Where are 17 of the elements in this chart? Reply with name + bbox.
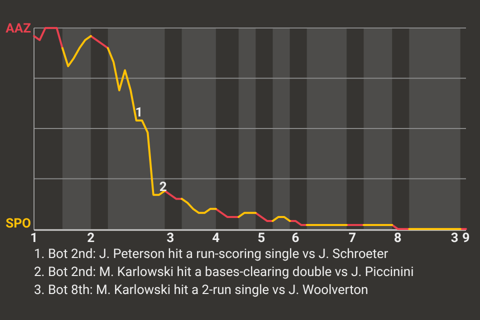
x-tick-label: 6 [292, 231, 300, 246]
x-tick-label: 2 [87, 231, 95, 246]
text: AAZ [6, 22, 32, 37]
x-tick-label: 4 [212, 231, 220, 246]
x-tick-label: 7 [348, 231, 356, 246]
annotation: 2 [159, 180, 167, 195]
annotation: 1 [135, 105, 143, 120]
text: 3. Bot 8th: M. Karlowski hit a 2-run single vs J. Woolverton [34, 283, 368, 298]
text: SPO [6, 216, 32, 232]
x-tick-label: 3 [450, 231, 458, 246]
x-tick-label: 3 [166, 231, 174, 246]
x-tick-label: 8 [394, 231, 402, 246]
x-tick-label: 5 [258, 231, 266, 246]
x-tick-label: 9 [462, 231, 470, 246]
x-tick-label: 1 [30, 231, 38, 246]
text: 1. Bot 2nd: J. Peterson hit a run-scoring single vs J. Schroeter [34, 247, 389, 262]
text: 2. Bot 2nd: M. Karlowski hit a bases-clearing double vs J. Piccinini [34, 265, 414, 280]
